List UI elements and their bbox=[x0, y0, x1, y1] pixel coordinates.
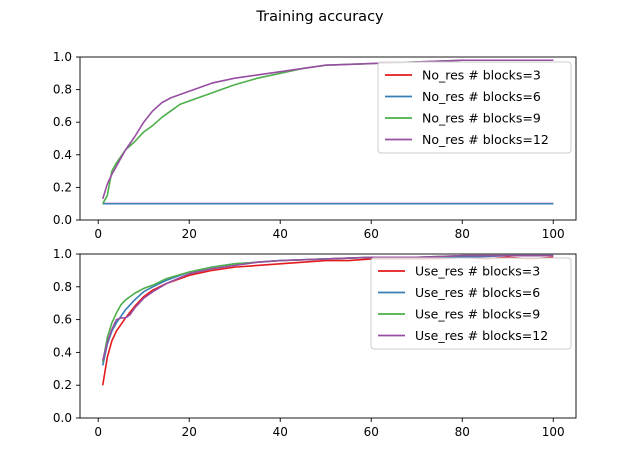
x-tick-label: 0 bbox=[94, 227, 102, 241]
y-tick-label: 0.8 bbox=[53, 83, 72, 97]
x-tick-label: 60 bbox=[364, 425, 379, 439]
legend-label: No_res # blocks=3 bbox=[422, 68, 541, 83]
y-tick-label: 0.0 bbox=[53, 411, 72, 425]
legend-label: No_res # blocks=9 bbox=[422, 111, 541, 126]
axes-frame bbox=[79, 56, 577, 221]
x-tick-label: 80 bbox=[455, 425, 470, 439]
y-tick-label: 0.0 bbox=[53, 213, 72, 227]
chart-panels: 0 20 40 60 80 100 0.0 0.2 0.4 0.6 0.8 1.0 No_res # b… bbox=[53, 50, 577, 439]
y-tick-label: 0.4 bbox=[53, 345, 72, 359]
x-tick-label: 40 bbox=[273, 227, 288, 241]
legend-label: Use_res # blocks=9 bbox=[415, 307, 540, 322]
y-tick-label: 1.0 bbox=[53, 247, 72, 261]
x-tick-label: 100 bbox=[542, 227, 565, 241]
series-line-4 bbox=[101, 254, 554, 361]
figure-title: Training accuracy bbox=[255, 9, 384, 25]
x-tick-label: 40 bbox=[273, 425, 288, 439]
legend-box bbox=[370, 257, 572, 350]
y-tick-label: 1.0 bbox=[53, 50, 72, 64]
legend-label: Use_res # blocks=3 bbox=[415, 264, 540, 279]
x-tick-label: 100 bbox=[542, 425, 565, 439]
axes-frame bbox=[79, 253, 577, 419]
legend-label: No_res # blocks=12 bbox=[422, 132, 549, 147]
chart-panel-1: 0 20 40 60 80 100 0.0 0.2 0.4 0.6 0.8 1.0 No_res # b… bbox=[53, 50, 577, 241]
x-tick-label: 0 bbox=[94, 425, 102, 439]
y-tick-label: 0.6 bbox=[53, 313, 72, 327]
y-tick-label: 0.8 bbox=[53, 280, 72, 294]
legend-label: Use_res # blocks=12 bbox=[415, 328, 548, 343]
x-tick-label: 80 bbox=[455, 227, 470, 241]
chart-panel-2: 0 20 40 60 80 100 0.0 0.2 0.4 0.6 0.8 1.0 Use_res # … bbox=[53, 247, 577, 439]
x-tick-label: 20 bbox=[182, 425, 197, 439]
x-tick-label: 20 bbox=[182, 227, 197, 241]
legend-label: Use_res # blocks=6 bbox=[415, 285, 540, 300]
y-tick-label: 0.2 bbox=[53, 180, 72, 194]
legend-box bbox=[377, 61, 572, 154]
x-tick-label: 60 bbox=[364, 227, 379, 241]
y-tick-label: 0.6 bbox=[53, 115, 72, 129]
y-tick-label: 0.2 bbox=[53, 378, 72, 392]
y-tick-label: 0.4 bbox=[53, 148, 72, 162]
legend: No_res # blocks=3 No_res # blocks=6 No_res… bbox=[377, 61, 572, 154]
legend: Use_res # blocks=3 Use_res # blocks=6 Use_… bbox=[370, 257, 572, 350]
legend-label: No_res # blocks=6 bbox=[422, 89, 541, 104]
